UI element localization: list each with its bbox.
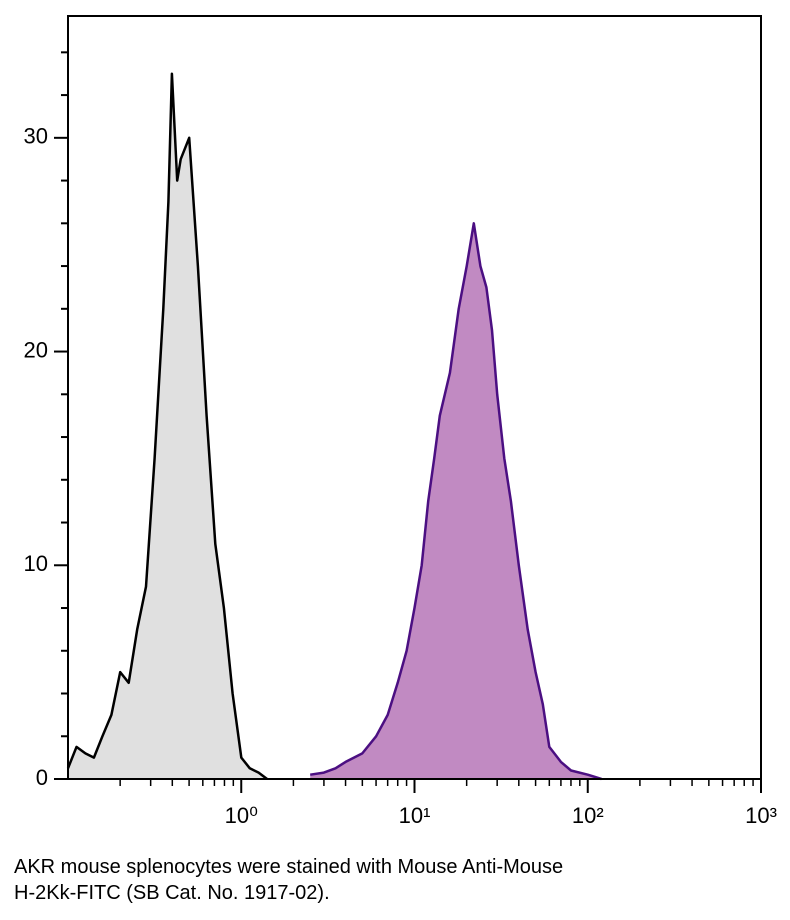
caption: AKR mouse splenocytes were stained with … [14, 856, 564, 878]
histogram-area [310, 223, 602, 780]
y-tick-label: 30 [24, 124, 48, 149]
y-tick-label: 0 [36, 765, 48, 790]
x-tick-label: 10⁰ [225, 803, 258, 828]
y-tick-label: 20 [24, 337, 48, 362]
y-tick-label: 10 [24, 551, 48, 576]
chart: 0 10 20 30 10⁰ 10¹ 10² 10³ [24, 15, 777, 828]
histogram-line [310, 222, 602, 781]
caption: H-2Kk-FITC (SB Cat. No. 1917-02). [14, 882, 330, 904]
x-tick-label: 10¹ [399, 803, 431, 828]
histogram-line [66, 72, 268, 780]
x-tick-label: 10² [572, 803, 604, 828]
x-tick-label: 10³ [745, 803, 777, 828]
histogram-area [68, 73, 268, 779]
